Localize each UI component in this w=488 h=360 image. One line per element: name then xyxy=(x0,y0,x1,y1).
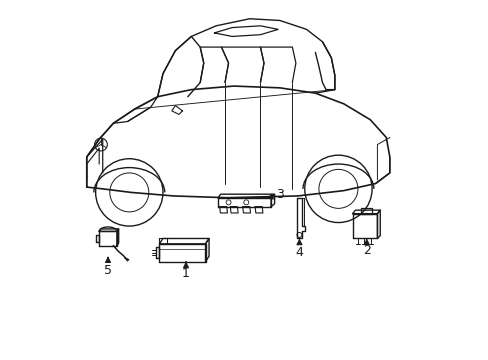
Text: 1: 1 xyxy=(182,262,189,280)
Text: 3: 3 xyxy=(267,188,284,201)
Text: 2: 2 xyxy=(362,239,370,257)
Text: 4: 4 xyxy=(295,240,303,259)
Text: 5: 5 xyxy=(104,257,112,277)
